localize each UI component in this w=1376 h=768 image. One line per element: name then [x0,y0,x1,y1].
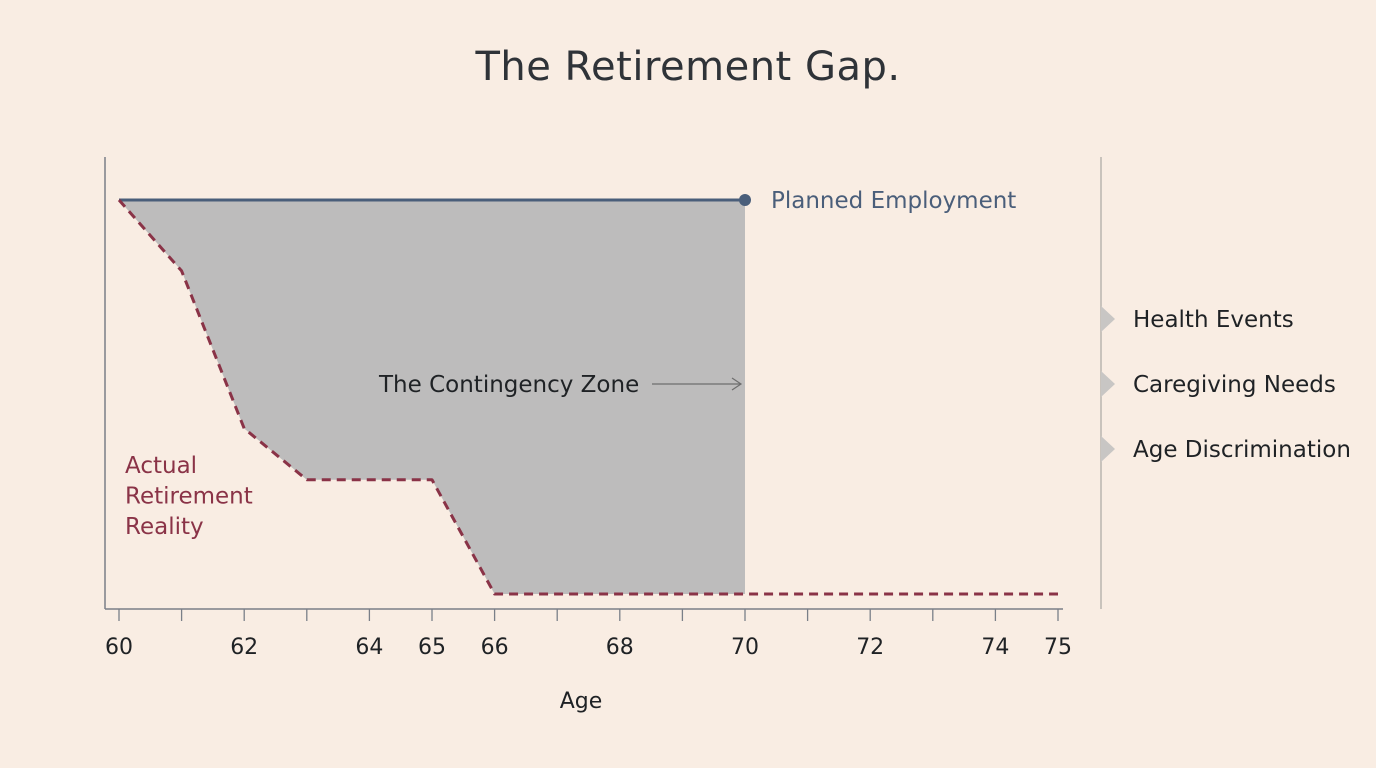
planned-employment-label: Planned Employment [771,188,1016,214]
actual-retirement-label: Actual Retirement Reality [125,453,253,540]
contingency-zone-label: The Contingency Zone [378,372,639,398]
x-tick-label-72: 72 [856,635,884,660]
x-tick-label-70: 70 [731,635,759,660]
factor-label-0: Health Events [1133,307,1294,333]
x-tick-label-68: 68 [606,635,634,660]
factor-marker-0 [1101,306,1115,332]
factor-marker-2 [1101,436,1115,462]
factor-marker-1 [1101,371,1115,397]
x-tick-label-75: 75 [1044,635,1072,660]
x-tick-label-60: 60 [105,635,133,660]
contingency-zone [119,200,745,594]
x-tick-label-65: 65 [418,635,446,660]
x-tick-label-62: 62 [230,635,258,660]
contingency-zone-arrow-head [731,377,743,391]
x-tick-label-66: 66 [481,635,509,660]
factor-label-2: Age Discrimination [1133,437,1351,463]
factor-label-1: Caregiving Needs [1133,372,1336,398]
x-axis-label: Age [560,689,603,714]
planned-employment-endpoint [739,194,751,206]
x-tick-label-64: 64 [355,635,383,660]
x-tick-label-74: 74 [981,635,1009,660]
chart-title: The Retirement Gap. [475,44,901,90]
actual-retirement-line [117,199,1058,596]
